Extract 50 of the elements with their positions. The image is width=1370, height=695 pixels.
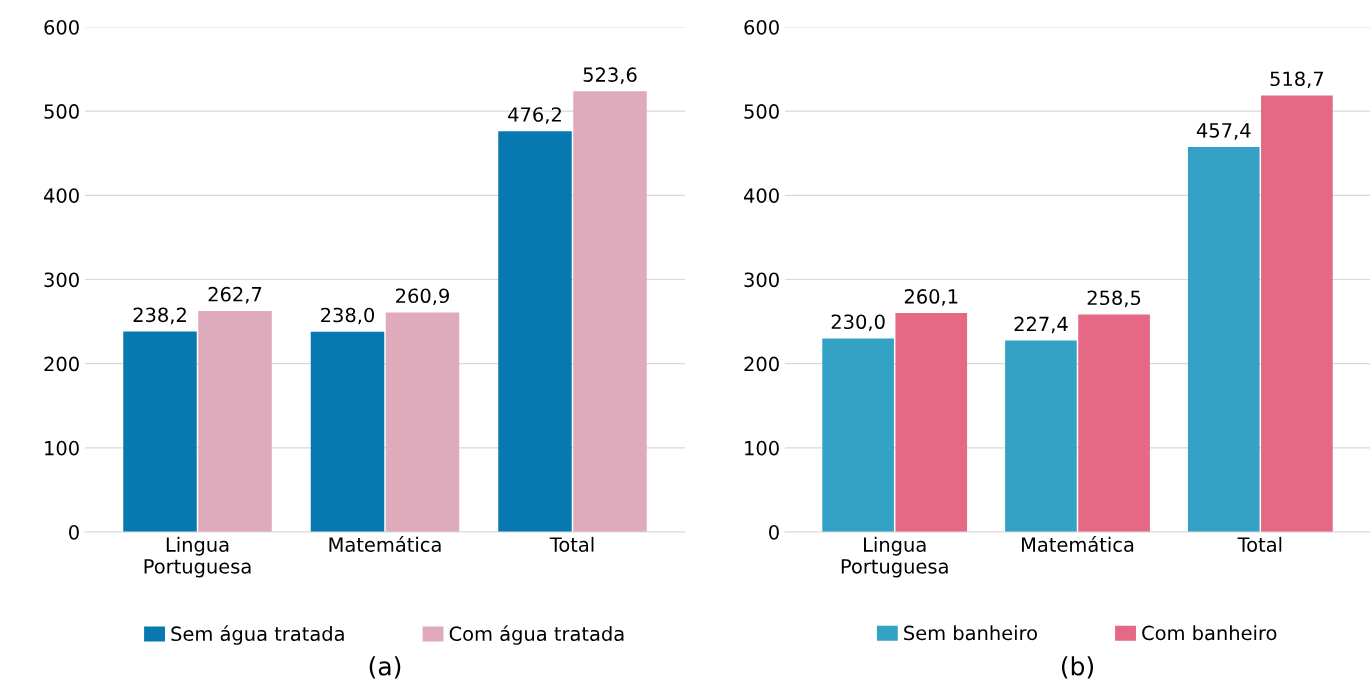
text: 238,2 [133, 307, 186, 325]
y-tick-label: 500 [744, 104, 779, 119]
text: 260,9 [396, 288, 449, 306]
text: (a) [369, 656, 401, 679]
text: 227,4 [1014, 316, 1068, 334]
y-tick-label: 600 [744, 19, 779, 35]
bar [310, 331, 385, 532]
text: 258,5 [1087, 290, 1141, 308]
text: 238,0 [321, 307, 375, 325]
text: (b) [1061, 656, 1094, 679]
x-tick-label: Matemática [329, 536, 441, 552]
bar [385, 312, 460, 532]
bar [573, 91, 647, 532]
y-tick-label: 200 [744, 356, 779, 372]
y-tick-label: 200 [44, 356, 79, 372]
y-tick-label: 400 [43, 188, 79, 203]
x-tick-label: Total [1237, 536, 1282, 552]
bar [895, 313, 968, 532]
x-tick-label: Total [549, 536, 594, 552]
text: 230,0 [831, 314, 885, 332]
bar [822, 338, 894, 532]
y-tick-label: 300 [744, 272, 779, 288]
y-tick-label: 600 [44, 19, 79, 35]
text: 260,1 [904, 289, 958, 306]
y-tick-label: 300 [44, 272, 79, 288]
bar [1078, 314, 1150, 532]
text: 476,2 [508, 107, 561, 124]
bar [1005, 340, 1077, 532]
bar [498, 131, 572, 532]
text: 262,7 [208, 286, 262, 304]
y-tick-label: 100 [745, 440, 779, 456]
bar [1187, 147, 1260, 532]
y-tick-label: 400 [743, 188, 779, 203]
x-tick-label: Lingua Portuguesa [144, 536, 251, 578]
y-tick-label: 0 [69, 524, 79, 540]
y-tick-label: 100 [45, 440, 79, 456]
text: 518,7 [1270, 71, 1324, 89]
text: 457,4 [1196, 123, 1251, 140]
bar [123, 331, 197, 532]
bar [198, 310, 272, 532]
legend-label: Sem banheiro [904, 625, 1037, 641]
bar [1261, 95, 1333, 532]
text: 523,6 [583, 67, 637, 84]
legend-label: Sem água tratada [171, 625, 344, 645]
y-tick-label: 500 [44, 104, 79, 119]
legend-label: Com banheiro [1142, 625, 1277, 641]
legend-label: Com água tratada [449, 625, 624, 645]
x-tick-label: Matemática [1022, 536, 1134, 552]
x-tick-label: Lingua Portuguesa [841, 536, 948, 578]
y-tick-label: 0 [769, 524, 779, 540]
